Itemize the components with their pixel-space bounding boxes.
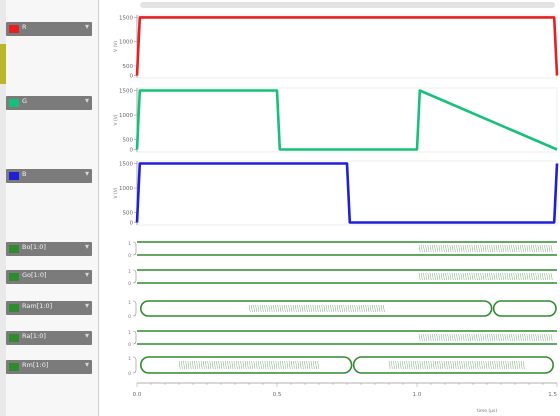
bus-value-pattern <box>418 272 553 281</box>
y-axis-label: V (V) <box>113 41 119 52</box>
y-tick-label: 1500 <box>119 88 133 94</box>
signal-label-go[interactable]: Go[1:0] ▾ <box>6 270 92 284</box>
signal-swatch <box>9 363 19 371</box>
dropdown-arrow-icon[interactable]: ▾ <box>84 169 89 178</box>
y-tick-label: 1000 <box>119 40 133 46</box>
signal-swatch <box>9 99 19 107</box>
y-tick-label: 1500 <box>119 15 133 21</box>
signal-label-r[interactable]: R ▾ <box>6 22 92 36</box>
y-tick-label: 0 <box>130 221 134 227</box>
signal-swatch <box>9 304 19 312</box>
y-tick-label: 500 <box>123 64 134 70</box>
y-axis-label: V (V) <box>113 187 119 198</box>
y-tick-label: 0 <box>130 148 134 154</box>
plot-frame <box>136 87 558 153</box>
bus-value-pattern <box>388 360 525 370</box>
x-tick-label: 0.5 <box>273 392 282 398</box>
bus-value-pattern <box>418 333 553 342</box>
signal-swatch <box>9 334 19 342</box>
series-line-r <box>135 16 559 76</box>
signal-name: Rm[1:0] <box>22 361 49 369</box>
y-tick-label: 1500 <box>119 161 133 167</box>
signal-swatch <box>9 273 19 281</box>
dropdown-arrow-icon[interactable]: ▾ <box>84 22 89 31</box>
signal-label-ram[interactable]: Ram[1:0] ▾ <box>6 301 92 315</box>
dropdown-arrow-icon[interactable]: ▾ <box>84 331 89 340</box>
bus-value-pattern <box>418 244 553 253</box>
bus-value-pattern <box>248 304 385 313</box>
digital-tick-label: 0 <box>128 342 131 348</box>
signal-swatch <box>9 25 19 33</box>
dropdown-arrow-icon[interactable]: ▾ <box>84 96 89 105</box>
bus-segment <box>140 300 493 317</box>
digital-tick-label: 0 <box>128 281 131 287</box>
y-tick-label: 0 <box>130 74 134 80</box>
dropdown-arrow-icon[interactable]: ▾ <box>84 242 89 251</box>
digital-bracket <box>132 269 137 284</box>
digital-bracket <box>132 300 137 317</box>
digital-tick-label: 0 <box>128 314 131 320</box>
digital-tick-label: 1 <box>128 356 131 362</box>
signal-name: Bo[1:0] <box>22 243 46 251</box>
horizontal-scrollbar[interactable] <box>140 2 555 8</box>
x-tick-label: 1.5 <box>548 392 557 398</box>
bus-segment <box>492 300 557 317</box>
y-axis-label: V (V) <box>113 114 119 125</box>
left-strip <box>0 0 6 416</box>
signal-name: Go[1:0] <box>22 271 47 279</box>
dropdown-arrow-icon[interactable]: ▾ <box>84 270 89 279</box>
signal-name-panel <box>6 0 99 416</box>
series-line-b <box>135 162 559 224</box>
y-tick-label: 500 <box>123 138 134 144</box>
signal-name: R <box>22 23 27 31</box>
signal-label-b[interactable]: B ▾ <box>6 169 92 183</box>
digital-bracket <box>132 356 137 374</box>
bus-segment <box>352 356 555 374</box>
digital-tick-label: 1 <box>128 300 131 306</box>
x-axis-label: time (µs) <box>477 408 498 414</box>
y-tick-label: 500 <box>123 211 134 217</box>
signal-swatch <box>9 245 19 253</box>
signal-name: Ram[1:0] <box>22 302 53 310</box>
cursor-marker <box>0 44 6 84</box>
digital-tick-label: 0 <box>128 253 131 259</box>
plot-frame <box>136 14 558 79</box>
dropdown-arrow-icon[interactable]: ▾ <box>84 360 89 369</box>
signal-label-g[interactable]: G ▾ <box>6 96 92 110</box>
digital-bracket <box>132 241 137 256</box>
signal-name: G <box>22 97 28 105</box>
series-line-g <box>135 89 558 151</box>
digital-tick-label: 1 <box>128 330 131 336</box>
digital-tick-label: 0 <box>128 371 131 377</box>
signal-name: Ra[1:0] <box>22 332 46 340</box>
signal-label-ra[interactable]: Ra[1:0] ▾ <box>6 331 92 345</box>
x-tick-label: 1.0 <box>413 392 422 398</box>
digital-tick-label: 1 <box>128 269 131 275</box>
signal-label-bo[interactable]: Bo[1:0] ▾ <box>6 242 92 256</box>
signal-name: B <box>22 170 27 178</box>
y-tick-label: 1000 <box>119 113 133 119</box>
signal-swatch <box>9 172 19 180</box>
dropdown-arrow-icon[interactable]: ▾ <box>84 301 89 310</box>
signal-label-rm[interactable]: Rm[1:0] ▾ <box>6 360 92 374</box>
bus-segment <box>140 356 353 374</box>
digital-tick-label: 1 <box>128 241 131 247</box>
x-tick-label: 0.0 <box>133 392 142 398</box>
y-tick-label: 1000 <box>119 186 133 192</box>
bus-value-pattern <box>178 360 320 370</box>
digital-bracket <box>132 330 137 345</box>
